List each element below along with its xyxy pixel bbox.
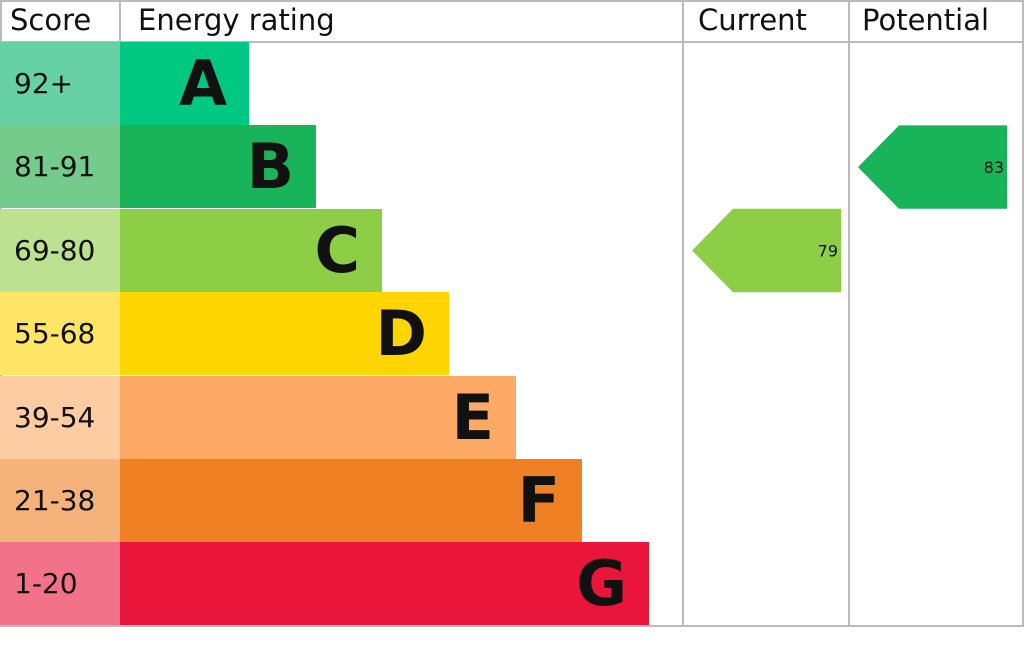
potential-rating-value: 83 bbox=[984, 158, 1004, 177]
grid-line bbox=[0, 0, 1024, 2]
score-range-e: 39-54 bbox=[0, 375, 120, 459]
rating-bar-g: G bbox=[120, 542, 649, 626]
rating-bar-b: B bbox=[120, 125, 316, 209]
score-range-g: 1-20 bbox=[0, 542, 120, 626]
score-range-b: 81-91 bbox=[0, 125, 120, 209]
grid-line bbox=[119, 0, 121, 42]
score-range-f: 21-38 bbox=[0, 459, 120, 542]
rating-bar-d: D bbox=[120, 292, 449, 376]
grid-line bbox=[0, 625, 1024, 627]
header-energy-rating: Energy rating bbox=[138, 3, 335, 37]
current-rating-value: 79 bbox=[818, 242, 838, 261]
grid-line bbox=[1022, 0, 1024, 627]
header-score: Score bbox=[10, 3, 92, 37]
score-range-c: 69-80 bbox=[0, 208, 120, 292]
potential-rating-arrow bbox=[858, 125, 1007, 209]
grid-line bbox=[848, 0, 850, 627]
grid-line bbox=[682, 0, 684, 627]
grid-line bbox=[0, 41, 1024, 43]
current-rating-arrow bbox=[692, 208, 841, 293]
score-range-d: 55-68 bbox=[0, 292, 120, 376]
header-current: Current bbox=[698, 3, 807, 37]
rating-bar-a: A bbox=[120, 42, 249, 125]
header-potential: Potential bbox=[862, 3, 990, 37]
rating-bar-c: C bbox=[120, 208, 382, 292]
rating-bar-f: F bbox=[120, 459, 582, 542]
score-range-a: 92+ bbox=[0, 42, 120, 125]
rating-bar-e: E bbox=[120, 375, 516, 459]
